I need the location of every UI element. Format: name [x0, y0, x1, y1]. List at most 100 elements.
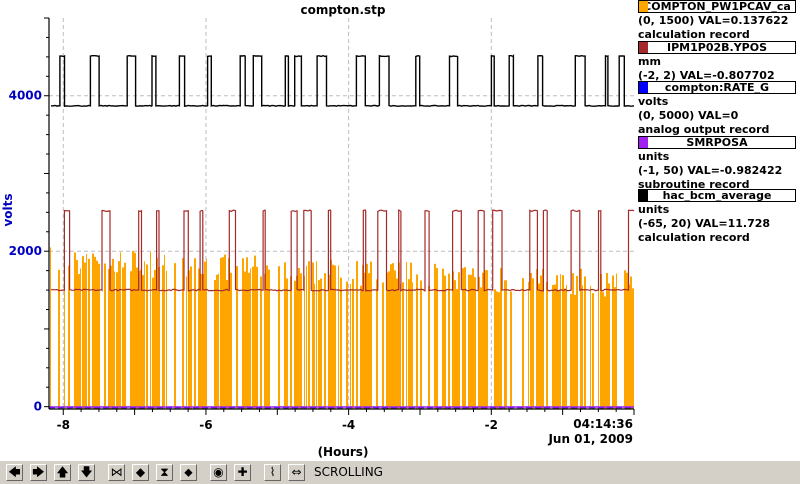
bar-segment	[94, 256, 96, 409]
bar-segment	[356, 261, 358, 409]
bar-segment	[150, 251, 151, 409]
bar-segment	[470, 274, 472, 409]
series-color-swatch	[639, 1, 648, 12]
bar-segment	[316, 261, 317, 409]
bar-segment	[346, 281, 348, 409]
bar-segment	[50, 247, 51, 409]
zoom-in-y-icon: ⧗	[160, 465, 169, 479]
bar-segment	[250, 268, 251, 409]
bar-segment	[152, 277, 154, 409]
legend-name-box[interactable]: compton:RATE_G	[638, 81, 796, 94]
bar-segment	[556, 275, 558, 409]
bar-segment	[140, 269, 142, 409]
pan-button[interactable]: ⌇	[264, 464, 281, 481]
y-tick-label: 2000	[9, 244, 42, 258]
bar-segment	[164, 254, 165, 409]
bar-segment	[604, 296, 606, 409]
bar-segment	[236, 266, 238, 409]
bar-segment	[628, 284, 630, 409]
bar-segment	[572, 273, 574, 409]
bar-segment	[86, 254, 87, 409]
bar-segment	[398, 262, 400, 409]
strip-chart[interactable]: 0 2000 4000 -8 -6 -4 -2 compton.stp volts (Hou…	[0, 0, 635, 460]
bar-segment	[122, 267, 124, 409]
bar-segment	[468, 274, 470, 409]
bar-segment	[434, 263, 436, 409]
bar-segment	[606, 273, 608, 409]
scroll-up-button[interactable]: 🡅	[54, 464, 71, 481]
bar-segment	[304, 276, 305, 409]
bar-segment	[444, 275, 446, 409]
bar-segment	[204, 261, 206, 409]
bar-segment	[120, 252, 121, 409]
bar-segment	[332, 264, 334, 409]
legend-record: calculation record	[638, 231, 750, 244]
legend-name: SMRPOSA	[686, 136, 748, 149]
scroll-mode-button[interactable]: ⇔	[288, 464, 305, 481]
bar-segment	[472, 268, 474, 409]
bar-segment	[104, 263, 106, 409]
bar-segment	[570, 294, 572, 409]
legend-name-box[interactable]: SMRPOSA	[638, 136, 796, 149]
bar-segment	[458, 272, 460, 409]
zoom-in-x-icon: ⋈	[110, 465, 123, 479]
bar-segment	[592, 293, 594, 409]
bar-segment	[306, 265, 307, 409]
bar-segment	[498, 292, 500, 409]
series-color-swatch	[639, 42, 648, 53]
bar-segment	[144, 261, 145, 409]
add-button[interactable]: ✚	[234, 464, 251, 481]
bar-segment	[580, 268, 582, 409]
legend-range: (0, 5000) VAL=0	[638, 109, 739, 122]
bar-segment	[132, 250, 134, 409]
bar-segment	[552, 285, 554, 409]
bar-segment	[296, 275, 298, 409]
legend-range: (-1, 50) VAL=-0.982422	[638, 164, 783, 177]
series-line	[50, 53, 635, 108]
bar-segment	[252, 266, 254, 409]
bar-segment	[116, 272, 118, 409]
bar-segment	[456, 289, 458, 409]
zoom-out-y-button[interactable]: ⬥	[180, 464, 197, 481]
legend-name-box[interactable]: COMPTON_PW1PCAV_ca	[638, 0, 796, 13]
bar-segment	[334, 265, 336, 409]
bar-segment	[298, 267, 300, 409]
bar-segment	[242, 258, 244, 409]
bar-segment	[114, 271, 115, 409]
scroll-down-button[interactable]: 🡇	[78, 464, 95, 481]
bar-segment	[442, 268, 444, 409]
bar-segment	[462, 268, 464, 409]
bar-segment	[194, 258, 196, 409]
zoom-in-x-button[interactable]: ⋈	[108, 464, 125, 481]
pan-icon: ⌇	[269, 465, 276, 479]
scroll-left-button[interactable]: 🡄	[6, 464, 23, 481]
bar-segment	[226, 280, 228, 409]
bar-segment	[388, 271, 390, 409]
legend-name-box[interactable]: IPM1P02B.YPOS	[638, 41, 796, 54]
bar-segment	[324, 273, 326, 409]
bar-segment	[522, 278, 524, 409]
zoom-out-x-button[interactable]: ◆	[132, 464, 149, 481]
record-button[interactable]: ◉	[210, 464, 227, 481]
bar-segment	[134, 252, 136, 409]
y-tick-label: 4000	[9, 89, 42, 103]
x-tick-label: -2	[485, 418, 498, 432]
bar-segment	[428, 285, 430, 409]
bar-segment	[390, 264, 392, 409]
bar-segment	[350, 284, 351, 409]
bar-segment	[362, 265, 364, 409]
legend-name-box[interactable]: hac_bcm_average	[638, 189, 796, 202]
scroll-right-button[interactable]: 🡆	[30, 464, 47, 481]
bar-segment	[574, 294, 576, 409]
arrow-down-icon: 🡇	[80, 465, 93, 479]
legend-name: IPM1P02B.YPOS	[667, 41, 767, 54]
bar-segment	[454, 280, 456, 409]
bar-segment	[158, 267, 160, 409]
bar-segment	[286, 278, 288, 409]
bar-segment	[412, 282, 413, 409]
bar-segment	[294, 280, 296, 409]
plus-icon: ✚	[237, 465, 248, 479]
bar-segment	[582, 285, 583, 409]
zoom-in-y-button[interactable]: ⧗	[156, 464, 173, 481]
x-tick-label: -4	[342, 418, 355, 432]
